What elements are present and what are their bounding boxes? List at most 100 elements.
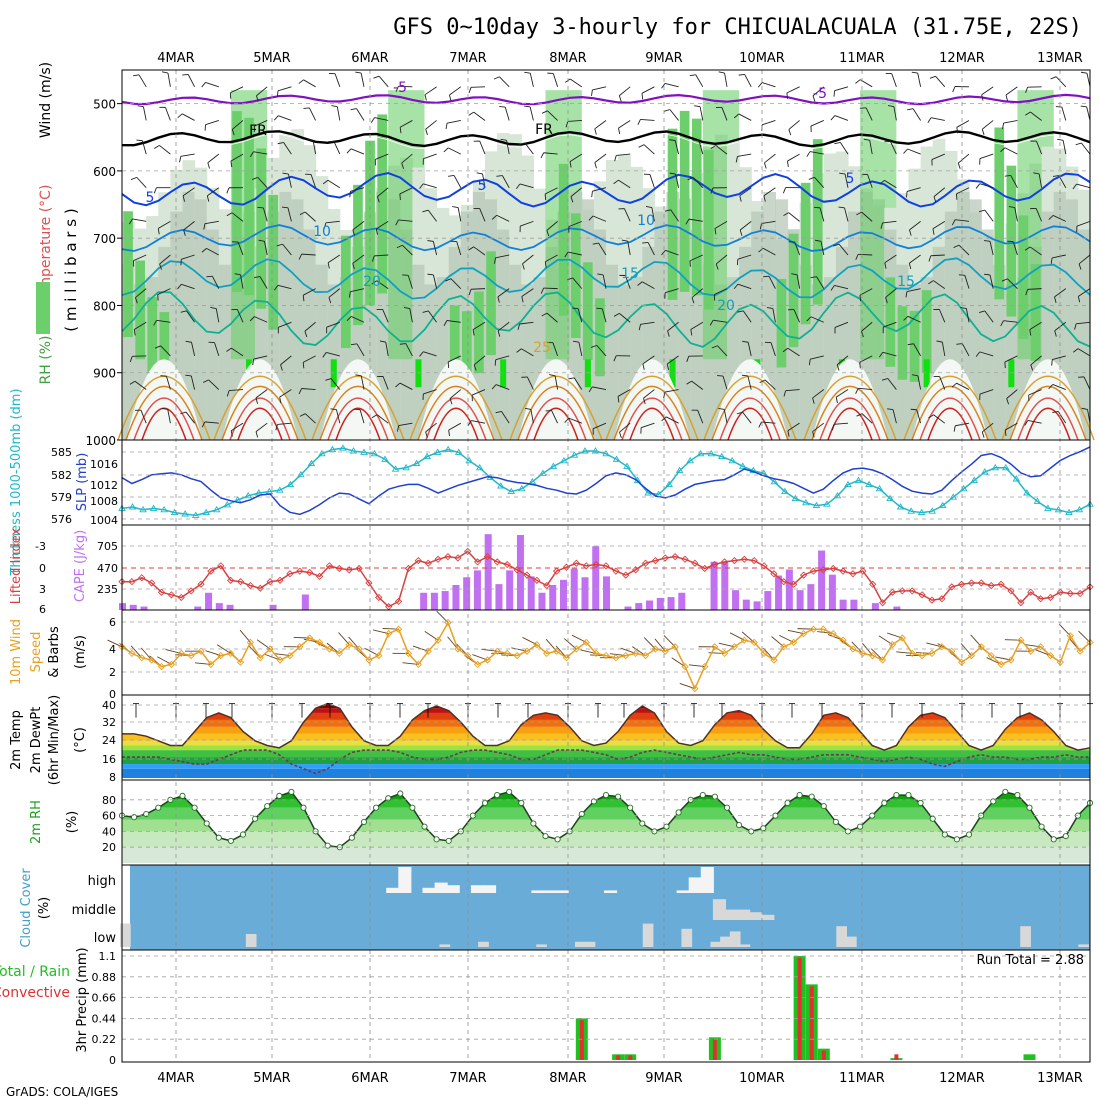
thickness-series-point xyxy=(423,452,431,460)
rh2m-series-point xyxy=(917,799,924,807)
wind-barb-flag xyxy=(425,431,428,438)
wind-barb-flag xyxy=(516,348,522,353)
wind-barb xyxy=(374,117,389,121)
rh-mid-cell xyxy=(303,229,317,440)
wind-barb xyxy=(449,389,462,399)
cloud-bar xyxy=(700,867,714,893)
wind-barb xyxy=(747,375,752,390)
wind-barb-flag xyxy=(182,73,189,76)
upper-tick-label: 800 xyxy=(93,299,116,313)
wind-barb xyxy=(377,187,389,197)
wind10-series-point xyxy=(217,651,225,660)
thickness-series-point xyxy=(728,456,737,464)
wind-barb xyxy=(772,308,776,323)
wind-barb xyxy=(909,254,921,264)
wind10-series-point xyxy=(770,656,778,664)
wind-barb xyxy=(941,342,946,356)
wind-barb xyxy=(964,275,970,289)
precip-conv-bar xyxy=(797,957,802,1060)
contour-label: 10 xyxy=(637,213,655,229)
wind-barb-flag xyxy=(815,239,822,242)
thickness-series-point xyxy=(917,508,926,516)
rh-green-cell xyxy=(667,128,678,300)
wind-barb xyxy=(181,254,195,260)
wind-barb xyxy=(724,72,728,87)
rh-green-cell xyxy=(474,291,484,374)
wind-barb xyxy=(666,355,679,365)
wind-barb-flag xyxy=(494,257,496,264)
wind-barb xyxy=(744,74,752,88)
wind10-series-point xyxy=(948,647,956,655)
wind-barb-flag xyxy=(614,155,617,162)
warm-contour xyxy=(703,375,797,441)
wind-barb-flag xyxy=(833,243,840,247)
wind-barb xyxy=(450,278,462,289)
wind-barb xyxy=(958,244,970,256)
slp-tick-label: 1008 xyxy=(90,495,118,508)
wind-barb-flag xyxy=(448,430,450,437)
wind-barb xyxy=(649,174,655,188)
wind-barb-flag xyxy=(714,228,717,235)
li-series-point xyxy=(325,562,334,570)
warm-contour xyxy=(311,375,405,441)
wind-barb-flag xyxy=(1050,76,1057,80)
cloud-middle-bars xyxy=(712,899,775,920)
rh-bright-cell xyxy=(415,359,422,388)
wind10-series-point xyxy=(562,654,571,662)
rh2m-tick-label: 20 xyxy=(102,841,116,854)
wind-barb xyxy=(448,147,461,155)
warm-contour xyxy=(1001,375,1095,441)
wind-barb-flag xyxy=(517,323,520,330)
wind10-series-point xyxy=(128,649,136,658)
wind-barb xyxy=(205,82,219,88)
thickness-series-point xyxy=(286,480,295,488)
wind10-series-point xyxy=(572,645,581,653)
wind-barb-flag xyxy=(231,129,235,136)
wind-barb-flag xyxy=(810,276,817,279)
wind-barb xyxy=(933,414,946,424)
wind-barb-flag xyxy=(524,105,531,108)
wind10-series-point xyxy=(612,654,620,662)
wind-barb xyxy=(624,275,631,289)
wind-barb-flag xyxy=(371,414,378,419)
wind-barb xyxy=(861,321,873,332)
wind-barb-flag xyxy=(881,378,888,381)
cloud-bar xyxy=(446,885,460,893)
wind-barb-flag xyxy=(128,218,133,225)
wind-barb xyxy=(906,288,921,293)
wind-barb-flag xyxy=(856,211,862,216)
wind-barb xyxy=(956,120,970,128)
wind-barb-flag xyxy=(1005,94,1008,101)
wind-barb-flag xyxy=(476,172,483,175)
wind-barb xyxy=(479,140,486,155)
cloud-bar xyxy=(676,890,690,893)
wind-barb-flag xyxy=(281,206,289,209)
wind-barb xyxy=(519,321,534,325)
wind-barb xyxy=(809,151,824,155)
wind-barb-flag xyxy=(928,414,934,419)
temp2m-axis-label-3: (6hr Min/Max) xyxy=(47,695,62,785)
wind-barb-flag xyxy=(282,172,289,175)
wind-barb-flag xyxy=(637,281,643,286)
wind-barb xyxy=(1010,175,1018,188)
wind-barb xyxy=(497,288,510,298)
wind-barb xyxy=(326,321,340,328)
wind-barb xyxy=(979,183,994,189)
wind-barb-flag xyxy=(325,378,332,381)
thickness-series-point xyxy=(1065,508,1073,516)
wind-barb xyxy=(186,310,195,323)
wind10-tick-label: 0 xyxy=(109,688,116,701)
wind-barb xyxy=(957,153,970,164)
wind-barb-flag xyxy=(569,161,572,168)
wind-barb-flag xyxy=(1024,246,1031,251)
thickness-series-point xyxy=(802,498,810,506)
wind-barb xyxy=(336,106,341,121)
li-series-point xyxy=(533,576,541,584)
cape-bar xyxy=(559,579,567,610)
rh2m-series-point xyxy=(288,788,295,795)
wind-barb xyxy=(913,343,921,357)
wind-barb xyxy=(691,288,704,298)
cape-bar xyxy=(420,592,428,610)
wind10-series-point xyxy=(365,656,373,664)
li-series-point xyxy=(740,555,748,563)
